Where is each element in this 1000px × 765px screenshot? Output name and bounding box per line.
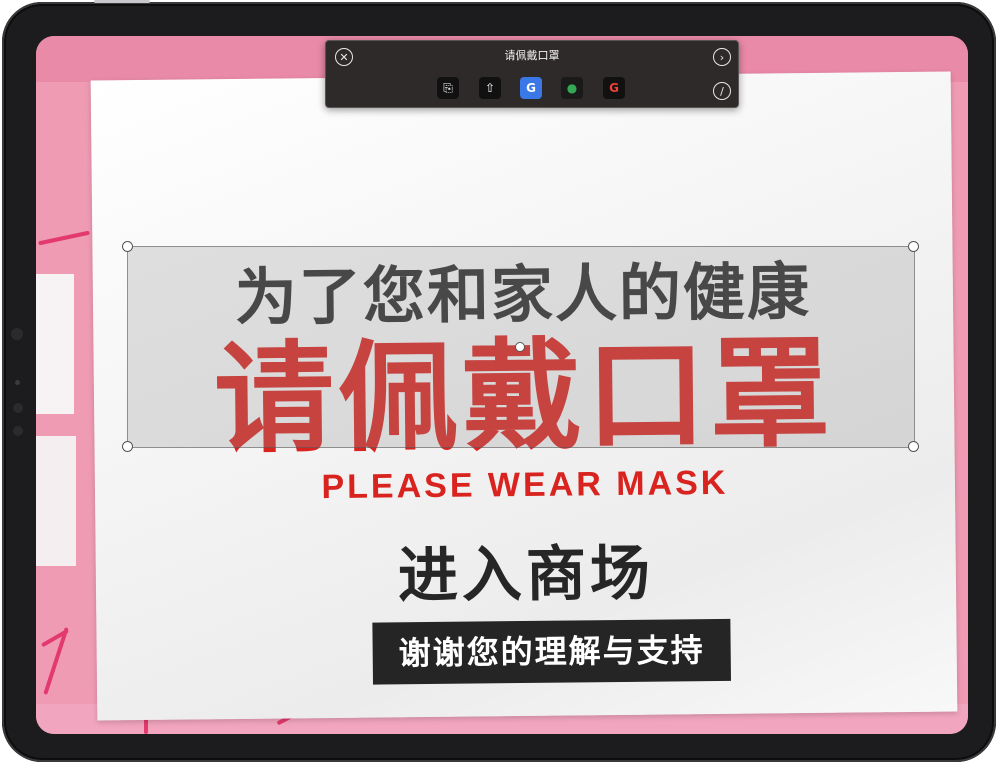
note-paper — [36, 274, 74, 414]
slash-circle-icon: / — [720, 85, 724, 98]
poster-line-thanks: 谢谢您的理解与支持 — [372, 618, 731, 685]
next-button[interactable]: › — [713, 48, 731, 66]
selection-handle-top-right[interactable] — [908, 241, 919, 252]
google-translate-icon: G — [526, 81, 536, 95]
poster-line-enter-mall: 进入商场 — [397, 538, 655, 612]
translate-button[interactable]: G — [520, 77, 542, 99]
google-maps-icon: ● — [566, 81, 578, 95]
selection-handle-bottom-right[interactable] — [908, 441, 919, 452]
scrawl-mark — [38, 230, 90, 246]
share-icon: ⇧ — [484, 81, 496, 95]
copy-button[interactable]: ⎘ — [437, 77, 459, 99]
note-paper — [36, 436, 76, 566]
selection-center-handle[interactable] — [515, 342, 525, 352]
lookup-title: 请佩戴口罩 — [504, 49, 560, 62]
selection-handle-bottom-left[interactable] — [122, 441, 133, 452]
selection-handle-top-left[interactable] — [122, 241, 133, 252]
close-button[interactable]: ✕ — [335, 48, 353, 66]
poster-line-english: PLEASE WEAR MASK — [321, 463, 729, 507]
camera-dot — [13, 426, 23, 436]
copy-icon: ⎘ — [443, 81, 453, 95]
scrawl-mark — [144, 712, 148, 734]
maps-button[interactable]: ● — [561, 77, 583, 99]
camera-dot — [15, 380, 20, 385]
visual-lookup-bar: ✕ 请佩戴口罩 › / ⎘ ⇧ G ● G — [325, 40, 739, 108]
chevron-right-icon: › — [719, 51, 725, 64]
google-icon: G — [609, 81, 619, 95]
share-button[interactable]: ⇧ — [479, 77, 501, 99]
camera-dot — [11, 328, 23, 340]
camera-dot — [13, 403, 23, 413]
more-button[interactable]: / — [713, 82, 731, 100]
close-icon: ✕ — [339, 51, 349, 64]
google-search-button[interactable]: G — [603, 77, 625, 99]
screen: 为了您和家人的健康 请佩戴口罩 PLEASE WEAR MASK 进入商场 谢谢… — [36, 36, 968, 734]
top-button — [94, 0, 150, 3]
